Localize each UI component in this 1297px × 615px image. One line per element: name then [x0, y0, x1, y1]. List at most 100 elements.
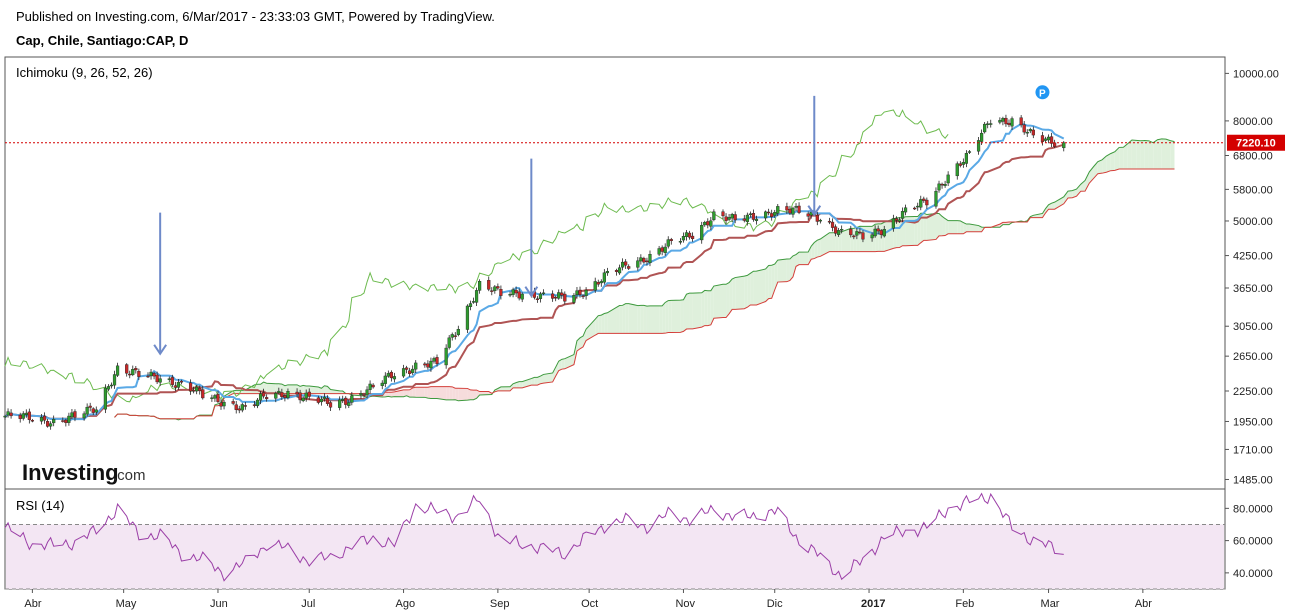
cloud-segment — [1076, 184, 1081, 197]
cloud-segment — [452, 386, 456, 400]
cloud-segment — [287, 384, 298, 394]
cloud-segment — [1148, 140, 1154, 170]
cloud-segment — [616, 305, 620, 334]
cloud-segment — [583, 329, 587, 347]
candle — [447, 335, 451, 350]
candle — [380, 380, 384, 390]
rsi-plot — [4, 492, 1225, 590]
candle — [450, 332, 454, 341]
candle — [584, 287, 588, 300]
cloud-segment — [1042, 208, 1046, 218]
cloud-segment — [799, 252, 809, 265]
candle — [840, 225, 844, 234]
candle — [453, 332, 457, 340]
price-tick-label: 8000.00 — [1233, 116, 1273, 128]
candle — [1025, 129, 1029, 137]
cloud-segment — [595, 315, 599, 336]
price-tick-label: 5000.00 — [1233, 216, 1273, 228]
candle — [706, 218, 710, 229]
candle — [858, 228, 862, 235]
senkou-span-b — [114, 168, 1175, 420]
candle — [508, 291, 512, 298]
dividend-marker[interactable]: P — [1035, 85, 1050, 100]
candle — [280, 388, 284, 400]
candle — [414, 360, 418, 374]
cloud-segment — [935, 213, 940, 240]
candle — [663, 243, 667, 256]
candle — [328, 400, 333, 412]
candle — [240, 402, 244, 413]
cloud-segment — [1165, 139, 1171, 170]
candle — [1062, 140, 1066, 152]
candle — [849, 225, 853, 238]
cloud-segment — [470, 389, 474, 400]
cloud-segment — [713, 284, 724, 319]
time-tick-label: Abr — [1135, 598, 1152, 610]
cloud-segment — [543, 372, 553, 384]
candle — [535, 296, 540, 303]
cloud-segment — [327, 386, 331, 394]
candle — [404, 365, 409, 374]
candle — [983, 121, 987, 134]
candle — [879, 229, 883, 239]
candle — [216, 390, 220, 404]
candle — [605, 267, 609, 276]
cloud-segment — [479, 391, 489, 396]
candle — [1046, 134, 1051, 144]
candle — [213, 393, 217, 402]
cloud-segment — [671, 300, 681, 333]
cloud-segment — [619, 305, 623, 334]
cloud-segment — [318, 387, 322, 394]
cloud-segment — [704, 290, 708, 326]
annotation-arrow — [524, 158, 539, 298]
annotation-arrow — [153, 212, 167, 356]
candle — [724, 213, 728, 225]
candle — [392, 372, 397, 383]
candle — [195, 384, 199, 395]
candle — [45, 418, 50, 428]
time-tick-label: 2017 — [861, 598, 885, 610]
candle — [325, 395, 330, 406]
candle — [429, 357, 433, 372]
candle — [900, 207, 905, 223]
candle — [67, 412, 71, 426]
symbol-title: Cap, Chile, Santiago:CAP, D — [16, 33, 189, 48]
candle — [770, 209, 774, 221]
candle — [283, 393, 287, 402]
cloud-segment — [1085, 171, 1090, 192]
cloud-segment — [1110, 151, 1115, 171]
candle — [958, 161, 962, 168]
rsi-line — [4, 492, 1064, 582]
candle — [986, 121, 990, 129]
cloud-segment — [811, 242, 815, 260]
cloud-segment — [1045, 204, 1049, 214]
candle — [173, 381, 177, 392]
candle — [937, 180, 941, 193]
candle — [541, 289, 546, 296]
cloud-segment — [1153, 139, 1158, 170]
cloud-segment — [689, 293, 693, 329]
candle — [596, 279, 600, 287]
candle — [538, 291, 543, 303]
candle — [444, 344, 448, 369]
candle — [815, 211, 819, 226]
cloud-segment — [726, 282, 730, 318]
cloud-segment — [552, 367, 556, 382]
cloud-segment — [558, 359, 562, 371]
candle — [468, 300, 473, 311]
cloud-segment — [646, 305, 650, 334]
cloud-segment — [914, 216, 918, 246]
candle — [967, 150, 972, 154]
candle — [700, 221, 704, 244]
candle — [709, 216, 713, 231]
candle — [6, 408, 10, 418]
candle — [1031, 126, 1035, 139]
cloud-segment — [1080, 180, 1086, 192]
candle — [350, 391, 354, 406]
cloud-segment — [756, 268, 766, 306]
cloud-segment — [701, 290, 705, 328]
cloud-segment — [433, 386, 438, 399]
cloud-segment — [668, 300, 672, 333]
candle — [262, 388, 266, 399]
